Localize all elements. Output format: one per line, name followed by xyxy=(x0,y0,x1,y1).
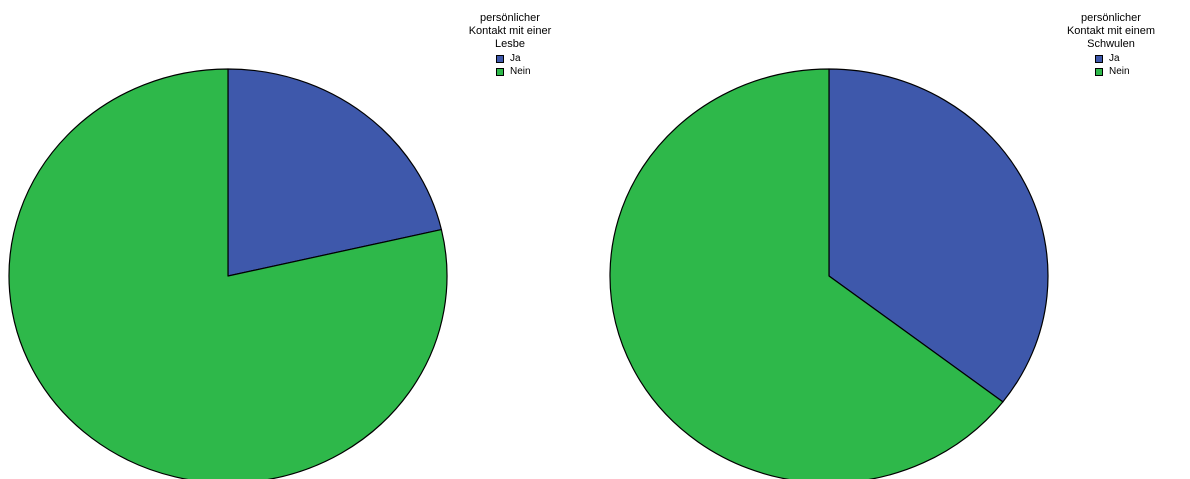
pie-chart-lesbe: persönlicher Kontakt mit einer Lesbe Ja … xyxy=(8,12,590,479)
legend-swatch-nein xyxy=(1095,67,1103,76)
legend-item-nein: Nein xyxy=(1095,65,1190,78)
legend-swatch-ja xyxy=(496,54,504,63)
legend-item-nein: Nein xyxy=(496,65,590,78)
legend-label-ja: Ja xyxy=(1109,53,1120,64)
pie-slice-schwulen-nein xyxy=(609,68,1004,479)
legend-label-nein: Nein xyxy=(510,66,531,77)
pie-slice-lesbe-nein xyxy=(8,68,448,479)
pie-slice-lesbe-ja xyxy=(227,68,443,277)
pie-chart-schwulen: persönlicher Kontakt mit einem Schwulen … xyxy=(595,0,1190,479)
legend-swatch-ja xyxy=(1095,54,1103,63)
legend-lesbe: persönlicher Kontakt mit einer Lesbe Ja … xyxy=(430,12,590,78)
legend-label-ja: Ja xyxy=(510,53,521,64)
pie-plot-lesbe xyxy=(8,68,448,479)
legend-schwulen: persönlicher Kontakt mit einem Schwulen … xyxy=(1031,12,1190,78)
legend-title-lesbe: persönlicher Kontakt mit einer Lesbe xyxy=(468,12,552,50)
pie-plot-schwulen xyxy=(609,68,1049,479)
legend-title-schwulen: persönlicher Kontakt mit einem Schwulen xyxy=(1066,12,1156,50)
pie-slice-schwulen-ja xyxy=(828,68,1049,403)
legend-item-ja: Ja xyxy=(1095,52,1190,65)
legend-item-ja: Ja xyxy=(496,52,590,65)
legend-swatch-nein xyxy=(496,67,504,76)
legend-label-nein: Nein xyxy=(1109,66,1130,77)
